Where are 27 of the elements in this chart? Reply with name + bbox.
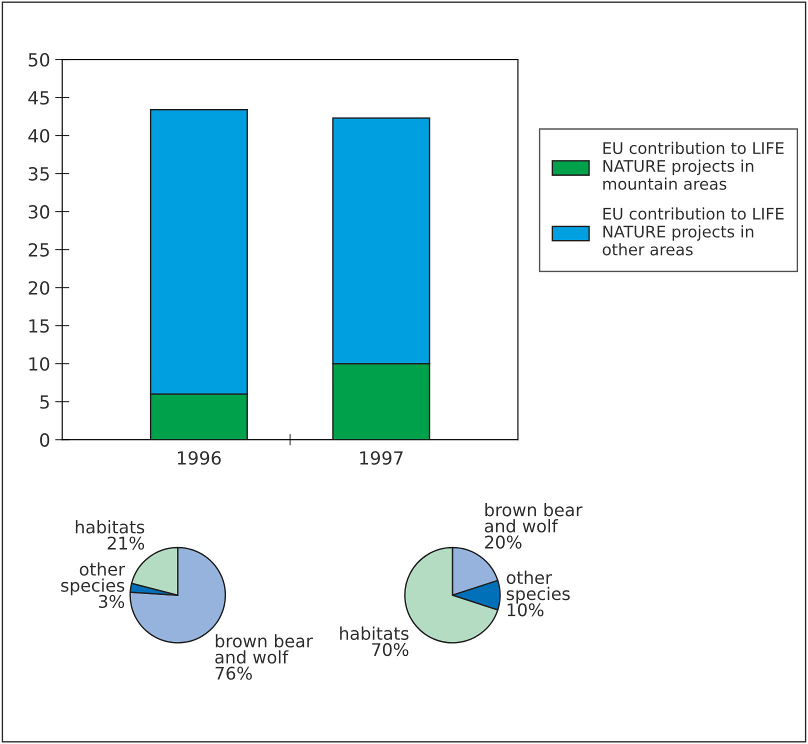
data-label: 76% (216, 666, 252, 680)
data-label: 10% (508, 603, 544, 616)
slice-label: other species (506, 570, 570, 604)
data-label: 70% (372, 642, 408, 656)
y-tick-label: 30 (28, 205, 50, 219)
x-tick-label: 1996 (178, 451, 221, 465)
y-tick-label: 0 (40, 433, 50, 447)
y-tick-label: 40 (28, 129, 50, 143)
y-tick-label: 25 (28, 243, 49, 257)
data-label: 3% (98, 594, 124, 608)
slice-label: habitats (76, 520, 144, 534)
y-tick-label: 20 (28, 281, 50, 295)
legend-label: EU contribution to LIFE NATURE projects in mountain areas (603, 142, 784, 190)
y-tick-label: 35 (28, 167, 49, 181)
y-tick-label: 10 (29, 357, 50, 371)
y-tick-label: 45 (28, 91, 49, 105)
y-tick-label: 50 (28, 52, 50, 67)
slice-label: other species (61, 562, 126, 596)
legend-label: EU contribution to LIFE NATURE projects in other areas (602, 207, 784, 256)
slice-label: brown bear and wolf (484, 502, 582, 533)
data-label: 20% (485, 536, 522, 549)
x-tick-label: 1997 (360, 451, 403, 465)
data-label: 21% (108, 536, 144, 550)
slice-label: habitats (340, 626, 408, 640)
y-tick-label: 5 (40, 395, 49, 409)
slice-label: brown bear and wolf (215, 634, 313, 664)
y-tick-label: 15 (29, 319, 49, 333)
